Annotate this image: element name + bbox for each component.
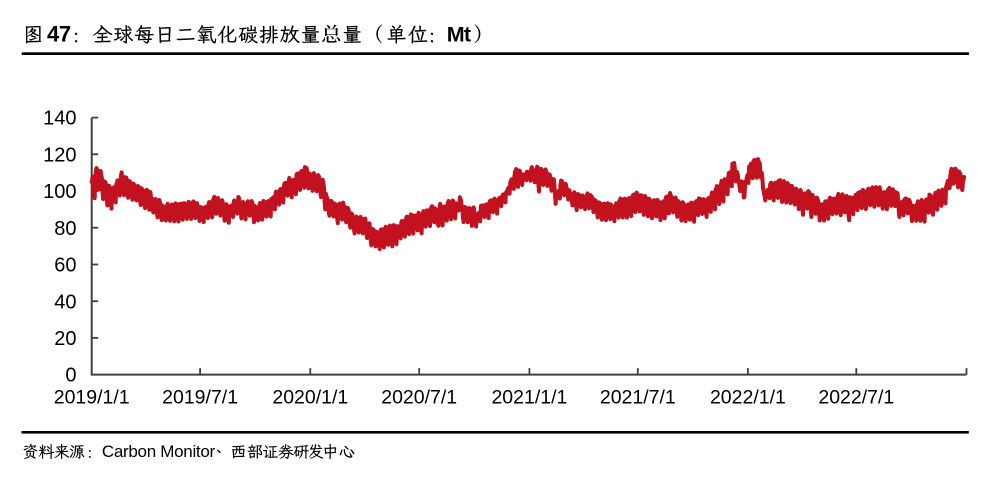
- svg-text:47: 47: [47, 22, 71, 47]
- svg-text:100: 100: [43, 181, 76, 203]
- svg-text:60: 60: [54, 255, 76, 277]
- svg-text:20: 20: [54, 328, 76, 350]
- svg-text:2020/1/1: 2020/1/1: [272, 387, 348, 409]
- svg-text:2021/1/1: 2021/1/1: [491, 387, 567, 409]
- svg-text:140: 140: [43, 108, 76, 130]
- svg-text:2019/1/1: 2019/1/1: [54, 387, 130, 409]
- svg-text:0: 0: [65, 365, 76, 387]
- svg-text:Mt: Mt: [447, 23, 471, 47]
- svg-text:2022/7/1: 2022/7/1: [818, 387, 894, 409]
- svg-text:2021/7/1: 2021/7/1: [600, 387, 676, 409]
- svg-text:2022/1/1: 2022/1/1: [710, 387, 786, 409]
- svg-text:2019/7/1: 2019/7/1: [162, 387, 238, 409]
- svg-text:120: 120: [43, 144, 76, 166]
- svg-text:Carbon Monitor: Carbon Monitor: [102, 442, 216, 461]
- svg-text:40: 40: [54, 291, 76, 313]
- svg-text:2020/7/1: 2020/7/1: [381, 387, 457, 409]
- svg-text:80: 80: [54, 218, 76, 240]
